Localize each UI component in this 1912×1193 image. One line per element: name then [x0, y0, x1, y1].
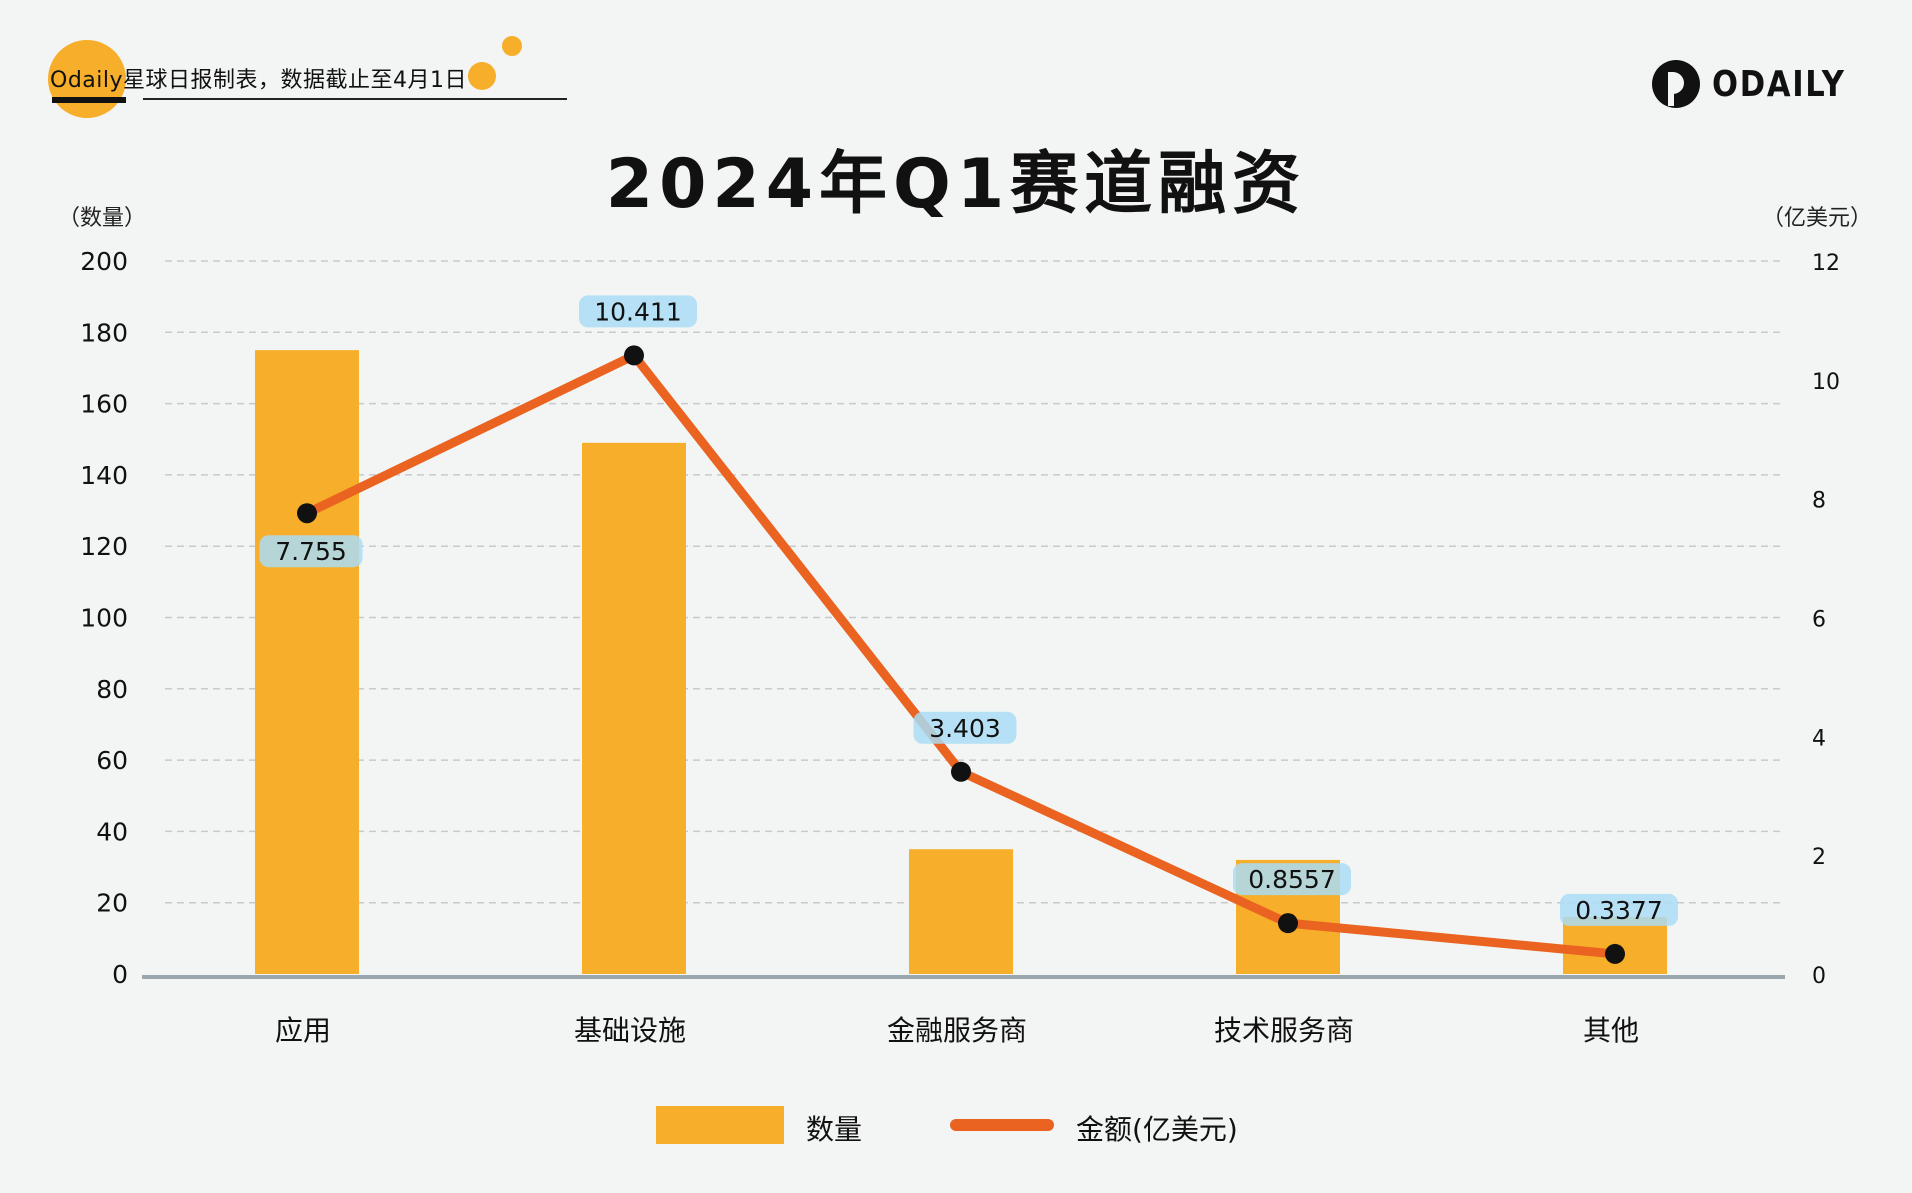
right-tick-label: 10 — [1812, 370, 1840, 395]
category-label: 金融服务商 — [887, 1014, 1027, 1047]
right-tick-label: 12 — [1812, 251, 1840, 276]
legend-swatch-line — [950, 1119, 1054, 1131]
brand-logo: ODAILY — [1652, 58, 1869, 110]
data-label: 7.755 — [275, 537, 347, 566]
bar — [255, 350, 359, 974]
data-point — [951, 761, 971, 782]
category-label: 技术服务商 — [1214, 1014, 1354, 1047]
source-label: Odaily星球日报制表，数据截止至4月1日 — [50, 68, 468, 93]
right-axis-unit: （亿美元） — [1762, 206, 1873, 231]
category-label: 应用 — [275, 1014, 331, 1047]
legend-swatch-bar — [656, 1106, 784, 1144]
right-tick-label: 6 — [1812, 608, 1826, 633]
left-tick-label: 0 — [112, 960, 128, 989]
data-label-background — [579, 295, 697, 328]
bar — [582, 442, 686, 974]
left-axis-unit: （数量） — [58, 206, 147, 231]
data-label: 10.411 — [594, 297, 681, 326]
left-tick-label: 160 — [80, 390, 128, 419]
left-tick-label: 20 — [96, 889, 128, 918]
brand-name: ODAILY — [1712, 63, 1846, 105]
left-tick-label: 40 — [96, 817, 128, 846]
source-dot-decoration — [502, 36, 522, 56]
left-tick-label: 80 — [96, 675, 128, 704]
source-underline — [143, 98, 567, 100]
legend-label-line: 金额(亿美元) — [1076, 1113, 1238, 1146]
chart-title: 2024年Q1赛道融资 — [605, 145, 1307, 224]
data-point — [1278, 913, 1298, 934]
left-tick-label: 100 — [80, 604, 128, 633]
category-label: 其他 — [1583, 1014, 1639, 1047]
data-label-background — [259, 535, 363, 568]
data-label-background — [1560, 893, 1678, 926]
legend: 数量 金额(亿美元) — [0, 1100, 1912, 1150]
left-tick-label: 120 — [80, 532, 128, 561]
data-label: 0.8557 — [1248, 865, 1335, 894]
data-point — [624, 345, 644, 366]
data-label: 0.3377 — [1575, 896, 1662, 925]
bar — [909, 849, 1013, 974]
odaily-logo-icon — [1652, 60, 1700, 108]
data-point — [1605, 943, 1625, 964]
data-label-background — [1233, 863, 1351, 896]
source-dot-decoration — [468, 62, 496, 90]
right-tick-label: 2 — [1812, 845, 1826, 870]
right-tick-label: 4 — [1812, 726, 1826, 751]
left-tick-label: 200 — [80, 247, 128, 276]
data-label-background — [913, 711, 1017, 744]
category-label: 基础设施 — [574, 1014, 686, 1047]
legend-label-bar: 数量 — [806, 1113, 863, 1146]
source-underline-bold — [52, 97, 126, 103]
left-tick-label: 180 — [80, 318, 128, 347]
right-tick-label: 8 — [1812, 489, 1826, 514]
data-point — [297, 503, 317, 524]
left-tick-label: 60 — [96, 746, 128, 775]
source-tag: Odaily星球日报制表，数据截止至4月1日 — [48, 36, 567, 118]
data-label: 3.403 — [929, 714, 1001, 743]
right-tick-label: 0 — [1812, 964, 1826, 989]
source-dot-decoration — [48, 40, 126, 118]
left-tick-label: 140 — [80, 461, 128, 490]
